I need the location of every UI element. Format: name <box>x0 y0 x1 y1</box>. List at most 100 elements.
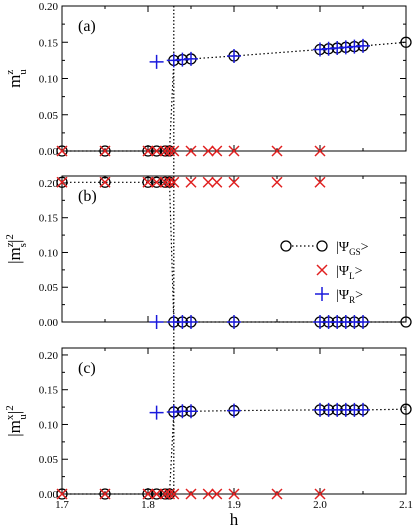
right-point <box>184 315 198 329</box>
y-tick-label: 0.00 <box>39 317 59 329</box>
left-point <box>314 176 326 188</box>
left-point <box>211 488 223 500</box>
y-axis-label-part: 2 <box>4 405 16 411</box>
panel-3: 0.00 0.05 0.10 0.15 0.20 1.7 1.8 1.9 2.0 2.1 h |mxu… <box>4 347 413 527</box>
y-tick-label: 0.10 <box>39 247 59 259</box>
right-point <box>184 51 198 66</box>
left-point <box>211 176 223 188</box>
plot-frame <box>61 5 407 152</box>
left-point <box>163 176 176 188</box>
y-tick-label: 0.15 <box>39 213 59 225</box>
gs-point <box>400 316 412 328</box>
gs-point <box>56 145 68 157</box>
legend-label-part: > <box>355 264 363 279</box>
left-point <box>56 145 68 157</box>
gs-point <box>150 145 163 157</box>
gs-point <box>99 145 111 157</box>
legend-label-part: |Ψ <box>336 288 350 303</box>
panel-tag: (a) <box>78 18 96 35</box>
plot-frame <box>61 347 407 495</box>
right-point <box>149 405 164 420</box>
y-tick-label: 0.00 <box>39 146 59 158</box>
y-axis-label: |mzs|2 <box>4 234 29 264</box>
left-point <box>159 488 171 500</box>
y-axis-label-part: m <box>5 75 24 88</box>
left-point <box>185 145 197 157</box>
y-axis-label-part: |m <box>5 247 24 264</box>
y-tick-label: 0.10 <box>39 74 59 86</box>
left-point <box>142 145 154 157</box>
y-axis-label-part: | <box>5 411 24 414</box>
y-tick-label: 0.20 <box>39 178 59 190</box>
legend-item: |ΨR> <box>315 287 363 305</box>
left-point <box>271 176 283 188</box>
x-tick-label: 1.9 <box>227 499 241 511</box>
x-tick-label: 2.0 <box>313 499 327 511</box>
left-point <box>271 145 283 157</box>
left-point <box>159 176 171 188</box>
y-axis-label-part: 2 <box>4 234 16 240</box>
left-point <box>314 145 326 157</box>
left-point <box>168 145 180 157</box>
gs-point <box>142 176 154 188</box>
legend-label-part: |Ψ <box>336 240 350 255</box>
legend-label: |ΨL> <box>336 264 363 281</box>
left-point <box>151 488 163 500</box>
right-point <box>149 54 164 69</box>
x-tick-label: 1.8 <box>141 499 155 511</box>
legend-circle-marker <box>316 240 328 252</box>
gs-point <box>142 145 154 157</box>
left-point <box>142 176 154 188</box>
legend-label-sub: R <box>349 295 355 305</box>
left-point <box>202 176 214 188</box>
left-point <box>168 488 180 500</box>
left-point <box>159 145 171 157</box>
left-point <box>168 176 180 188</box>
legend-label-part: |Ψ <box>336 264 350 279</box>
right-point <box>356 402 370 417</box>
y-axis-label-part: z <box>4 70 16 75</box>
x-tick-label: 1.7 <box>55 499 69 511</box>
right-point <box>356 315 370 329</box>
y-axis-label-part: s <box>17 243 29 247</box>
left-point <box>56 488 68 500</box>
y-tick-label: 0.05 <box>39 110 59 122</box>
left-point <box>99 488 111 500</box>
right-point <box>149 315 164 329</box>
left-point <box>202 488 214 500</box>
legend-label: |ΨGS> <box>336 240 369 257</box>
y-axis-label: |mxu|2 <box>4 405 29 437</box>
legend-x-marker <box>316 264 328 276</box>
y-tick-label: 0.20 <box>39 1 59 13</box>
legend-item: |ΨL> <box>316 264 363 281</box>
right-point <box>356 38 370 53</box>
legend-circle-marker <box>280 240 292 252</box>
left-point <box>56 176 68 188</box>
legend-label-part: > <box>355 288 363 303</box>
y-tick-label: 0.15 <box>39 37 59 49</box>
gs-point <box>142 488 154 500</box>
y-tick-label: 0.00 <box>39 489 59 501</box>
gs-point <box>99 488 111 500</box>
legend-plus-marker <box>315 287 329 301</box>
gs-point <box>400 36 412 48</box>
x-axis-label: h <box>230 510 239 527</box>
y-axis-label-part: |m <box>5 420 24 437</box>
gs-point <box>150 176 163 188</box>
left-point <box>151 176 163 188</box>
y-tick-label: 0.05 <box>39 282 59 294</box>
gs-point <box>99 176 111 188</box>
left-point <box>228 176 240 188</box>
left-point <box>151 145 163 157</box>
legend-label-sub: L <box>349 271 355 281</box>
right-point <box>184 404 198 419</box>
gs-point <box>56 488 68 500</box>
y-axis-label: mzu <box>4 69 29 88</box>
left-point <box>142 488 154 500</box>
right-point <box>227 403 241 418</box>
y-tick-label: 0.10 <box>39 419 59 431</box>
gs-point <box>150 488 163 500</box>
left-point <box>202 145 214 157</box>
y-axis-label-part: u <box>17 69 29 75</box>
legend-item: |ΨGS> <box>280 240 369 257</box>
